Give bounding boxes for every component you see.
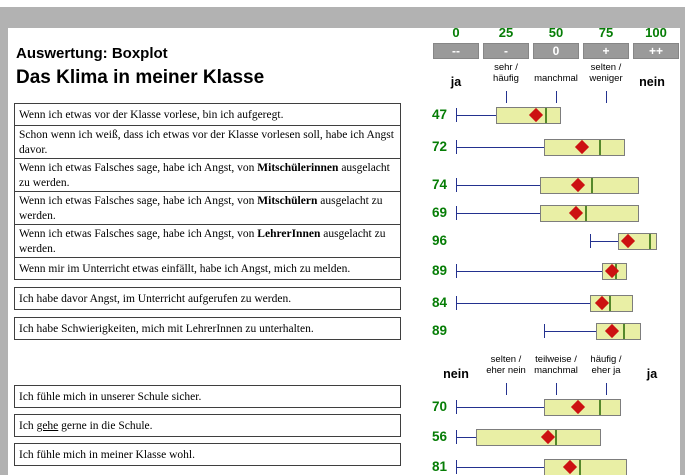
iqr-box xyxy=(476,429,601,446)
score-value: 81 xyxy=(431,459,447,474)
axis-tick-mark xyxy=(606,91,607,103)
rating-legend-cell: 0 xyxy=(533,43,579,59)
whisker-line-left xyxy=(456,271,602,272)
median-line xyxy=(591,178,593,193)
axis-tick-number: 25 xyxy=(498,25,514,40)
score-value: 89 xyxy=(431,263,447,278)
question-text: Mitschülerinnen xyxy=(257,162,339,174)
axis-category-label: selten / eher nein xyxy=(486,354,526,376)
whisker-line-left xyxy=(456,303,590,304)
iqr-box xyxy=(540,205,639,222)
score-value: 74 xyxy=(431,177,447,192)
axis-tick-number: 0 xyxy=(452,25,460,40)
report-type-title: Auswertung: Boxplot xyxy=(16,45,168,62)
question-item: Ich gehe gerne in die Schule. xyxy=(14,414,401,437)
axis-tick-number: 100 xyxy=(645,25,667,40)
median-line xyxy=(545,108,547,123)
question-text: gerne in die Schule. xyxy=(58,420,153,432)
axis-endpoint-right: nein xyxy=(639,75,665,89)
axis-endpoint-left: ja xyxy=(450,75,462,89)
whisker-line-left xyxy=(456,467,544,468)
question-item: Wenn ich etwas Falsches sage, habe ich A… xyxy=(14,191,401,225)
axis-category-label: häufig / eher ja xyxy=(590,354,622,376)
question-item: Wenn mir im Unterricht etwas einfällt, h… xyxy=(14,257,401,280)
question-text: LehrerInnen xyxy=(257,228,321,240)
question-item: Wenn ich etwas Falsches sage, habe ich A… xyxy=(14,158,401,192)
axis-category-label: sehr / häufig xyxy=(493,62,519,84)
iqr-box xyxy=(540,177,639,194)
question-text: Wenn ich etwas Falsches sage, habe ich A… xyxy=(19,195,258,207)
question-text: Wenn mir im Unterricht etwas einfällt, h… xyxy=(19,263,351,275)
question-text: Mitschülern xyxy=(257,195,318,207)
page-title: Das Klima in meiner Klasse xyxy=(16,67,265,88)
median-line xyxy=(599,140,601,155)
median-line xyxy=(555,430,557,445)
score-value: 89 xyxy=(431,323,447,338)
question-text: Wenn ich etwas Falsches sage, habe ich A… xyxy=(19,162,258,174)
axis-tick-mark xyxy=(506,91,507,103)
axis-category-label: teilweise / manchmal xyxy=(534,354,578,376)
median-line xyxy=(599,400,601,415)
question-item: Schon wenn ich weiß, dass ich etwas vor … xyxy=(14,125,401,159)
iqr-box xyxy=(496,107,561,124)
axis-tick-number: 50 xyxy=(548,25,564,40)
question-text: Wenn ich etwas vor der Klasse vorlese, b… xyxy=(19,109,284,121)
axis-tick-mark xyxy=(556,383,557,395)
question-text: ausgelacht zu werden. xyxy=(19,162,390,189)
rating-legend-cell: - xyxy=(483,43,529,59)
question-text: Ich fühle mich in unserer Schule sicher. xyxy=(19,391,202,403)
question-text: Ich habe davor Angst, im Unterricht aufg… xyxy=(19,293,292,305)
median-line xyxy=(579,460,581,475)
question-item: Ich fühle mich in meiner Klasse wohl. xyxy=(14,443,401,466)
whisker-line-left xyxy=(456,437,476,438)
question-text: gehe xyxy=(36,420,59,432)
whisker-line-left xyxy=(456,407,544,408)
question-text: Ich xyxy=(19,420,37,432)
median-line xyxy=(649,234,651,249)
question-text: Wenn ich etwas Falsches sage, habe ich A… xyxy=(19,228,258,240)
score-value: 96 xyxy=(431,233,447,248)
axis-tick-mark xyxy=(556,91,557,103)
axis-category-label: selten / weniger xyxy=(589,62,623,84)
axis-tick-mark xyxy=(606,383,607,395)
question-text: Schon wenn ich weiß, dass ich etwas vor … xyxy=(19,129,394,156)
axis-tick-number: 75 xyxy=(598,25,614,40)
question-text: Ich fühle mich in meiner Klasse wohl. xyxy=(19,449,195,461)
whisker-line-left xyxy=(456,115,496,116)
score-value: 72 xyxy=(431,139,447,154)
whisker-line-left xyxy=(456,213,540,214)
iqr-box xyxy=(544,459,627,475)
question-item: Ich habe davor Angst, im Unterricht aufg… xyxy=(14,287,401,310)
median-line xyxy=(585,206,587,221)
axis-endpoint-left: nein xyxy=(443,367,469,381)
question-item: Wenn ich etwas Falsches sage, habe ich A… xyxy=(14,224,401,258)
score-value: 69 xyxy=(431,205,447,220)
rating-legend-cell: ++ xyxy=(633,43,679,59)
whisker-line-left xyxy=(590,241,618,242)
score-value: 56 xyxy=(431,429,447,444)
rating-legend-cell: -- xyxy=(433,43,479,59)
score-value: 70 xyxy=(431,399,447,414)
axis-endpoint-right: ja xyxy=(646,367,658,381)
median-line xyxy=(623,324,625,339)
question-text: ausgelacht zu werden. xyxy=(19,195,383,222)
median-line xyxy=(609,296,611,311)
question-text: Ich habe Schwierigkeiten, mich mit Lehre… xyxy=(19,323,314,335)
whisker-line-left xyxy=(456,185,540,186)
score-value: 47 xyxy=(431,107,447,122)
rating-legend-cell: + xyxy=(583,43,629,59)
question-text: ausgelacht zu werden. xyxy=(19,228,386,255)
whisker-line-left xyxy=(456,147,544,148)
window-top-strip xyxy=(0,0,685,7)
score-value: 84 xyxy=(431,295,447,310)
question-item: Wenn ich etwas vor der Klasse vorlese, b… xyxy=(14,103,401,126)
axis-category-label: manchmal xyxy=(534,73,578,84)
axis-tick-mark xyxy=(506,383,507,395)
whisker-line-left xyxy=(544,331,596,332)
question-item: Ich habe Schwierigkeiten, mich mit Lehre… xyxy=(14,317,401,340)
question-item: Ich fühle mich in unserer Schule sicher. xyxy=(14,385,401,408)
